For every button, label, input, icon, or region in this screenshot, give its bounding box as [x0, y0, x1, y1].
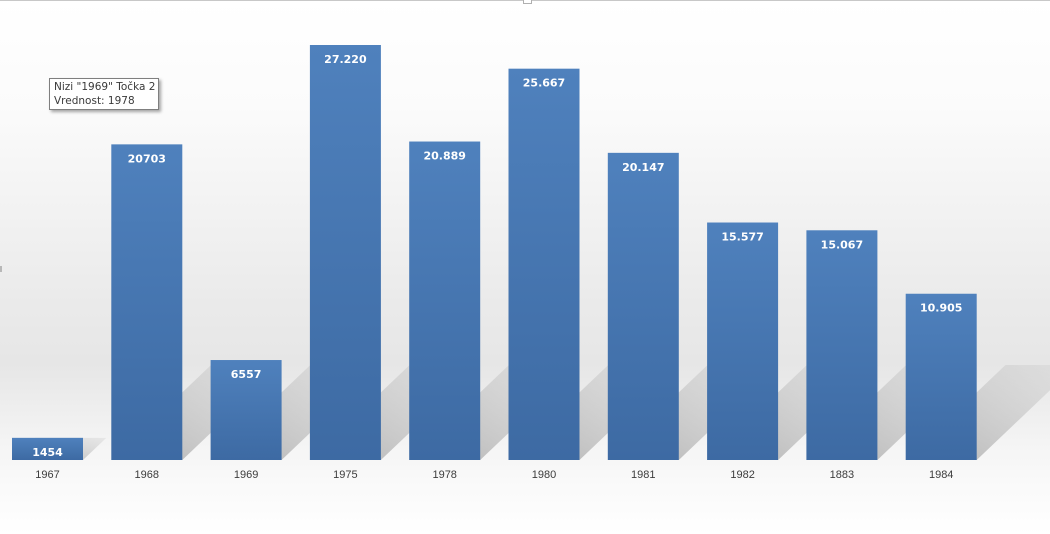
bar-1981[interactable] — [607, 152, 679, 460]
x-tick-label-1980: 1980 — [532, 469, 556, 481]
x-tick-label-1982: 1982 — [730, 469, 754, 481]
x-tick-label-1978: 1978 — [432, 469, 456, 481]
resize-handle-left[interactable] — [0, 266, 2, 272]
data-label-1975: 27.220 — [324, 53, 367, 66]
data-label-1978: 20.889 — [423, 150, 465, 163]
data-label-1968: 20703 — [128, 152, 166, 165]
data-label-1982: 15.577 — [721, 231, 763, 244]
x-tick-label-1968: 1968 — [135, 469, 159, 481]
x-tick-label-1967: 1967 — [35, 469, 59, 481]
bar-1968[interactable] — [111, 144, 183, 460]
data-point-tooltip: Nizi "1969" Točka 2 Vrednost: 1978 — [49, 78, 159, 110]
x-tick-label-1969: 1969 — [234, 469, 258, 481]
resize-handle-top[interactable] — [523, 0, 532, 4]
x-tick-label-1975: 1975 — [333, 469, 357, 481]
data-label-1984: 10.905 — [920, 302, 962, 315]
data-label-1981: 20.147 — [622, 161, 664, 174]
x-tick-label-1883: 1883 — [830, 469, 854, 481]
bar-1978[interactable] — [409, 141, 481, 461]
bar-1975[interactable] — [309, 45, 381, 460]
x-tick-label-1981: 1981 — [631, 469, 655, 481]
data-label-1883: 15.067 — [821, 238, 863, 251]
data-label-1969: 6557 — [231, 368, 262, 381]
bar-1980[interactable] — [508, 68, 580, 461]
data-label-1980: 25.667 — [523, 77, 565, 90]
tooltip-series-line: Nizi "1969" Točka 2 — [54, 81, 156, 93]
bar-1982[interactable] — [707, 222, 779, 460]
bar-1984[interactable] — [905, 293, 977, 460]
bar-1967[interactable] — [12, 437, 83, 460]
bar-1969[interactable] — [210, 360, 282, 460]
data-label-1967: 1454 — [32, 446, 63, 459]
x-tick-label-1984: 1984 — [929, 469, 953, 481]
bar-1883[interactable] — [806, 230, 878, 460]
tooltip-value-line: Vrednost: 1978 — [54, 95, 135, 107]
